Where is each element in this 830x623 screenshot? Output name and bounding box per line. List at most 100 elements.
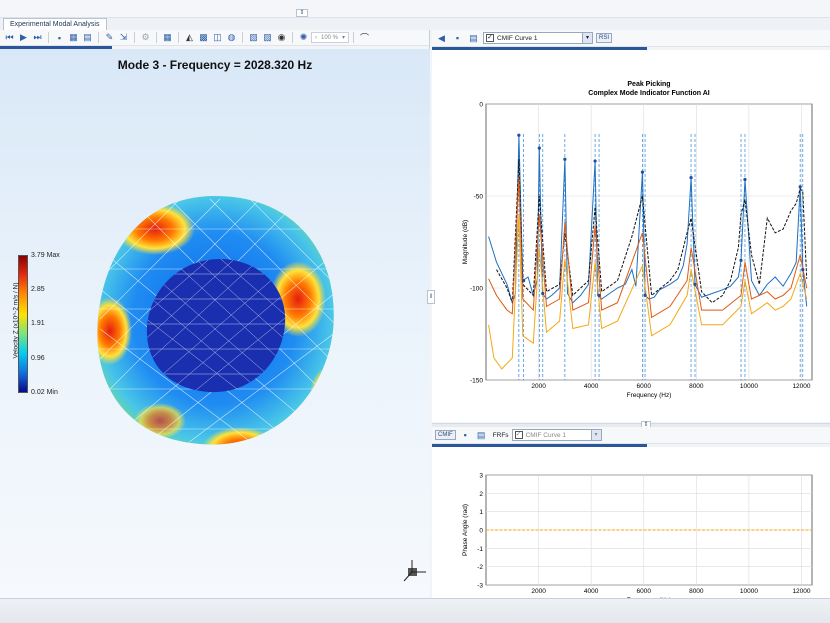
edit-icon[interactable]: ✎ [105, 32, 114, 42]
status-strip [0, 598, 830, 623]
y-tick-label: 0 [479, 528, 483, 535]
3d-viewport[interactable]: Mode 3 - Frequency = 2028.320 Hz [0, 49, 430, 598]
toolbar-separator [242, 32, 243, 43]
series-line [488, 135, 808, 307]
peak-point [537, 146, 541, 150]
y-tick-label: 0 [479, 102, 483, 109]
x-tick-label: 12000 [792, 588, 810, 595]
phase-plot-area[interactable]: 200040006000800010000120003210-1-2-3Freq… [432, 447, 830, 604]
chart-title: Peak Picking [627, 81, 670, 88]
phase-plot-progress [432, 444, 647, 447]
checkbox-icon[interactable]: ✓ [514, 431, 523, 439]
skip-back-icon[interactable]: ⏮ [5, 32, 14, 42]
x-axis-label: Frequency (Hz) [627, 392, 672, 399]
lightbulb-icon[interactable]: ✺ [299, 32, 308, 42]
mesh-triangle-icon[interactable]: ◭ [186, 32, 193, 42]
x-tick-label: 10000 [740, 588, 758, 595]
cmif-curve-select[interactable]: ✓ CMIF Curve 1 ▾ [483, 32, 593, 44]
play-icon[interactable]: ▶ [20, 32, 27, 42]
grid-icon[interactable]: ▦ [163, 32, 172, 42]
cube-icon[interactable]: ◫ [213, 32, 222, 42]
toolbar-separator [156, 32, 157, 43]
collapse-ribbon-button[interactable]: ⇕ [296, 9, 308, 17]
cmif-curve-select-value: CMIF Curve 1 [497, 34, 538, 42]
x-tick-label: 6000 [637, 588, 652, 595]
phase-curve-select[interactable]: ✓ CMIF Curve 1 ▾ [511, 429, 602, 441]
peak-point [563, 157, 567, 161]
save-icon[interactable]: ▪ [57, 32, 62, 43]
x-tick-label: 8000 [689, 383, 704, 390]
back-icon[interactable]: ◀ [438, 32, 445, 43]
legend-min-label: 0.02 Min [31, 389, 58, 396]
peak-point [597, 293, 601, 297]
mode-title: Mode 3 - Frequency = 2028.320 Hz [117, 58, 313, 72]
frames-icon[interactable]: ▦ [69, 32, 78, 42]
toolbar-separator [353, 32, 355, 43]
peak-point [521, 279, 526, 283]
peak-point [743, 177, 747, 182]
skip-forward-icon[interactable]: ⏭ [33, 32, 42, 42]
y-tick-label: -2 [477, 564, 483, 571]
peak-point [541, 291, 545, 296]
pane-divider-handle[interactable]: ‖ [427, 290, 435, 304]
cmif-chart[interactable]: Peak Picking Complex Mode Indicator Funct… [432, 50, 830, 422]
peak-point [801, 268, 805, 272]
y-tick-label: -100 [470, 286, 483, 293]
export-icon[interactable]: ▤ [469, 32, 478, 43]
y-tick-label: -150 [470, 378, 483, 385]
legend-tick-label: 2.85 [31, 286, 45, 293]
tab-experimental-modal-analysis[interactable]: Experimental Modal Analysis [3, 18, 107, 30]
checkbox-icon[interactable]: ✓ [486, 34, 494, 42]
chevron-down-icon[interactable]: ▾ [582, 33, 592, 43]
settings-icon[interactable]: ⚙ [141, 32, 150, 42]
top-collapse-strip: ⇕ [0, 0, 830, 18]
mode-shape-pane: ⏮ ▶ ⏭ ▪ ▦ ▤ ✎ ⇲ ⚙ ▦ ◭ ▩ ◫ ◍ ▧ ▨ ◉ ✺ ‹ 10… [0, 30, 430, 598]
chart-subtitle: Complex Mode Indicator Function AI [588, 90, 710, 97]
peak-point [643, 293, 647, 297]
zoom-down-icon[interactable]: ‹ [315, 34, 317, 41]
peak-point [739, 258, 743, 262]
frf-label: FRFs [492, 431, 509, 439]
series-line [496, 159, 808, 304]
mesh-grid-icon[interactable]: ▩ [199, 32, 208, 42]
zoom-dropdown-icon[interactable]: ▾ [342, 35, 346, 41]
peak-point [693, 282, 697, 286]
export-icon[interactable]: ▤ [476, 429, 486, 440]
eye-icon[interactable]: ◉ [277, 32, 286, 42]
save-icon[interactable]: ▪ [455, 33, 460, 43]
sphere-icon[interactable]: ◍ [227, 32, 236, 42]
legend-tick-label: 1.91 [31, 320, 45, 327]
cmif-button[interactable]: CMIF [435, 430, 456, 440]
peak-curve-icon[interactable]: ⌒ [360, 33, 370, 43]
save-icon[interactable]: ▪ [463, 430, 467, 440]
chevron-down-icon[interactable]: ▾ [590, 430, 601, 440]
zoom-combo[interactable]: ‹ 100 % ▾ [311, 32, 350, 43]
peak-point [517, 133, 521, 137]
y-axis-label: Phase Angle (rad) [462, 504, 469, 556]
peak-plot-toolbar: ◀ ▪ ▤ ✓ CMIF Curve 1 ▾ RSI [432, 30, 830, 47]
table-icon[interactable]: ▤ [83, 32, 92, 42]
y-tick-label: 2 [479, 491, 483, 498]
peak-plot-progress [432, 47, 647, 50]
y-axis-label: Magnitude (dB) [462, 220, 469, 264]
axis-triad-icon [403, 560, 426, 582]
animation-progress [0, 46, 112, 49]
peak-point [640, 170, 645, 174]
legend-tick-label: 0.96 [31, 355, 45, 362]
peak-picking-plot-area[interactable]: Peak Picking Complex Mode Indicator Funct… [432, 50, 830, 422]
document-tab-row: Experimental Modal Analysis [0, 18, 830, 30]
phase-plot-toolbar: CMIF ▪ ▤ FRFs ✓ CMIF Curve 1 ▾ [432, 427, 830, 444]
x-tick-label: 2000 [531, 383, 546, 390]
rsi-button[interactable]: RSI [596, 33, 613, 43]
color-legend-bar [18, 255, 28, 393]
contour-icon[interactable]: ▨ [263, 32, 272, 42]
x-tick-label: 4000 [584, 383, 599, 390]
x-tick-label: 8000 [689, 588, 704, 595]
y-tick-label: -1 [477, 546, 483, 553]
x-tick-label: 10000 [740, 383, 758, 390]
phase-chart[interactable]: 200040006000800010000120003210-1-2-3Freq… [432, 447, 830, 604]
x-tick-label: 4000 [584, 588, 599, 595]
colormap-icon[interactable]: ▧ [249, 32, 258, 42]
export-icon[interactable]: ⇲ [119, 32, 128, 42]
peak-point [689, 176, 693, 180]
